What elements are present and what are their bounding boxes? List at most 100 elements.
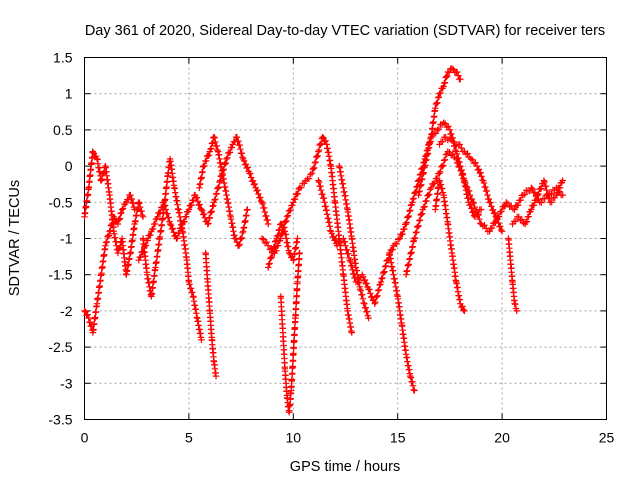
data-point <box>412 229 419 236</box>
data-point <box>374 292 381 299</box>
x-tick-label: 5 <box>185 430 193 446</box>
data-point <box>165 214 172 221</box>
data-point <box>462 151 470 158</box>
data-point <box>497 223 504 230</box>
data-point <box>441 80 448 87</box>
data-point <box>201 162 208 169</box>
data-point <box>423 197 430 204</box>
data-point <box>282 218 289 225</box>
data-point <box>193 194 201 201</box>
data-point <box>285 249 293 257</box>
data-point <box>216 178 223 186</box>
data-point <box>434 99 441 106</box>
data-point <box>265 220 272 228</box>
data-point <box>85 314 92 322</box>
data-point <box>523 218 531 225</box>
data-point <box>511 206 518 213</box>
data-point <box>418 210 426 217</box>
data-point <box>535 190 542 198</box>
data-point <box>223 155 230 163</box>
data-point <box>116 216 123 223</box>
data-point <box>149 225 157 233</box>
data-point <box>409 378 416 385</box>
data-point <box>373 293 380 300</box>
data-point <box>348 262 355 269</box>
data-point <box>469 156 476 163</box>
data-point <box>432 105 439 112</box>
data-point <box>297 184 305 191</box>
data-point <box>413 228 420 236</box>
data-point <box>457 76 464 83</box>
data-point <box>106 228 113 235</box>
data-point <box>188 201 195 209</box>
data-point <box>434 126 441 134</box>
data-point <box>128 195 135 203</box>
data-point <box>409 199 416 206</box>
data-point <box>212 372 220 380</box>
data-point <box>416 171 424 179</box>
data-point <box>309 166 316 173</box>
data-point <box>405 212 412 220</box>
data-point <box>107 222 115 229</box>
data-point <box>263 239 270 246</box>
data-point <box>495 219 502 227</box>
data-point <box>249 177 257 184</box>
data-point <box>454 159 462 166</box>
data-point <box>224 154 231 161</box>
data-point <box>451 142 458 150</box>
data-point <box>363 280 370 287</box>
y-tick-label: -0.5 <box>48 194 72 210</box>
data-point <box>544 191 552 198</box>
data-point <box>485 195 493 203</box>
data-point <box>360 299 367 307</box>
data-point <box>411 190 418 197</box>
data-point <box>135 199 142 206</box>
data-point <box>456 141 463 148</box>
data-point <box>235 137 242 145</box>
data-point <box>525 213 532 220</box>
data-point <box>432 130 439 137</box>
data-point <box>260 204 268 211</box>
data-point <box>99 170 106 178</box>
data-point <box>258 199 266 206</box>
data-point <box>347 258 354 265</box>
y-tick-label: -2 <box>60 303 73 319</box>
data-point <box>513 307 520 315</box>
data-point <box>361 300 368 307</box>
data-point <box>316 141 323 149</box>
x-axis-label: GPS time / hours <box>290 459 400 475</box>
data-point <box>320 194 328 202</box>
data-point <box>372 293 380 301</box>
data-point <box>460 306 467 314</box>
data-point <box>538 199 545 206</box>
data-point <box>164 210 171 217</box>
data-point <box>406 207 413 215</box>
data-point <box>86 318 94 326</box>
y-tick-label: -1.5 <box>48 267 72 283</box>
data-point <box>440 83 447 90</box>
data-point <box>212 196 219 203</box>
data-point <box>242 161 250 168</box>
data-point <box>421 203 428 210</box>
data-point <box>378 275 385 282</box>
data-point <box>272 238 279 245</box>
data-point <box>274 232 282 239</box>
data-point <box>209 203 216 210</box>
data-point <box>464 150 471 157</box>
data-point <box>411 235 418 242</box>
data-point <box>407 374 415 381</box>
data-point <box>414 223 421 231</box>
data-point <box>403 219 410 226</box>
data-point <box>476 216 483 223</box>
data-point <box>512 218 519 225</box>
data-point <box>240 157 248 165</box>
data-point <box>483 187 490 195</box>
data-point <box>199 207 206 214</box>
data-point <box>162 206 170 213</box>
data-point <box>407 372 414 380</box>
data-point <box>449 134 456 141</box>
data-point <box>345 250 352 257</box>
data-point <box>534 191 541 199</box>
data-point <box>317 141 324 148</box>
chart-title: Day 361 of 2020, Sidereal Day-to-day VTE… <box>85 23 605 39</box>
